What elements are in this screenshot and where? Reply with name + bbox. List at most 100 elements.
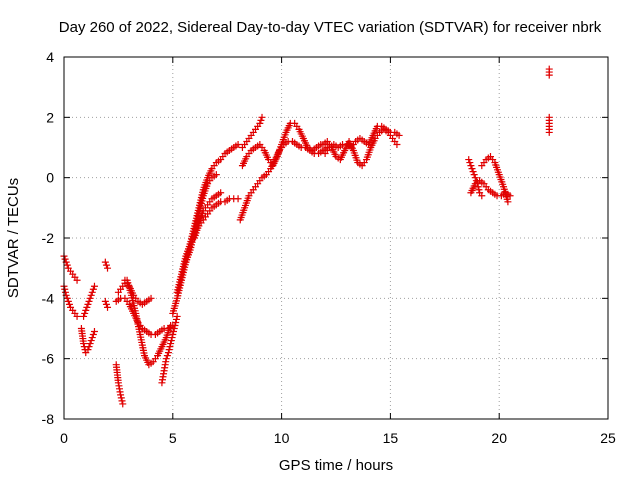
series-arc-1 — [60, 252, 81, 284]
data-points — [60, 65, 553, 408]
data-point — [88, 288, 96, 296]
data-point — [258, 113, 266, 121]
series-arc-7 — [112, 361, 127, 408]
data-point-fill — [172, 318, 180, 326]
series-arc-24 — [545, 65, 553, 79]
plot-frame — [63, 56, 609, 420]
series-arc-10 — [121, 276, 155, 308]
series-arc-6 — [101, 297, 112, 311]
data-point — [171, 321, 179, 329]
data-point-fill — [83, 303, 91, 311]
series-arc-20 — [321, 122, 403, 158]
data-point-fill — [167, 337, 175, 345]
series-arc-25 — [545, 113, 553, 136]
data-point-fill — [89, 331, 97, 339]
y-tick-labels: -8 -6 -4 -2 0 2 4 — [42, 49, 55, 427]
series-arc-4 — [80, 282, 98, 320]
y-axis-label: SDTVAR / TECUs — [5, 178, 22, 298]
data-point-fill — [170, 325, 178, 332]
data-point — [478, 192, 486, 200]
data-point-fill — [85, 343, 93, 351]
series-arc-17 — [238, 113, 266, 151]
data-point — [467, 162, 475, 170]
data-point-fill — [117, 394, 125, 402]
data-point-fill — [61, 285, 69, 293]
data-point-fill — [81, 309, 89, 317]
data-point-fill — [172, 315, 180, 323]
y-tick-label: -2 — [42, 230, 55, 246]
x-axis-label: GPS time / hours — [279, 457, 393, 474]
data-point — [104, 303, 112, 311]
data-point — [119, 400, 127, 408]
data-point-fill — [61, 255, 69, 263]
data-point-fill — [168, 334, 176, 342]
data-point-fill — [87, 291, 95, 299]
y-tick-label: -4 — [42, 290, 55, 306]
data-point-fill — [468, 165, 476, 173]
series-arc-21 — [465, 156, 486, 200]
data-point-fill — [466, 159, 474, 167]
data-point-fill — [61, 288, 69, 296]
data-point — [90, 328, 98, 336]
data-point — [86, 340, 94, 348]
data-point — [80, 340, 88, 348]
data-point — [234, 140, 242, 148]
data-point — [86, 294, 94, 302]
data-point — [147, 294, 155, 302]
data-point — [90, 282, 98, 290]
data-point — [217, 189, 225, 197]
data-point-fill — [65, 300, 73, 308]
y-tick-label: 2 — [46, 109, 54, 125]
series-arc-11 — [158, 312, 181, 387]
data-point — [80, 312, 88, 320]
series-arc-18 — [238, 119, 325, 170]
data-point-fill — [470, 171, 478, 179]
series-arc-19 — [319, 125, 401, 170]
data-point — [465, 156, 473, 164]
data-point — [117, 391, 125, 399]
data-point-fill — [102, 300, 110, 308]
x-tick-label: 15 — [383, 430, 399, 446]
series-arc-3 — [77, 325, 98, 357]
data-point-fill — [118, 397, 126, 405]
data-point — [173, 312, 181, 320]
data-point — [506, 192, 514, 200]
data-point-fill — [85, 297, 93, 305]
data-point-fill — [257, 116, 265, 124]
x-tick-label: 20 — [491, 430, 507, 446]
series-arc-15 — [191, 189, 225, 242]
data-point — [395, 131, 403, 139]
data-point — [73, 312, 81, 320]
x-tick-label: 25 — [600, 430, 616, 446]
data-point — [73, 276, 81, 284]
series-arc-23 — [478, 153, 512, 206]
data-point — [82, 306, 90, 314]
data-point-fill — [89, 285, 97, 293]
y-tick-label: 4 — [46, 49, 54, 65]
data-point — [256, 119, 264, 127]
data-point-fill — [102, 261, 110, 269]
chart-title: Day 260 of 2022, Sidereal Day-to-day VTE… — [59, 19, 602, 36]
data-point — [88, 334, 96, 342]
data-point-fill — [63, 294, 71, 302]
data-point — [64, 297, 72, 305]
data-point — [234, 195, 242, 203]
x-tick-label: 5 — [169, 430, 177, 446]
data-point — [104, 264, 112, 272]
data-point — [393, 140, 401, 148]
data-point — [101, 258, 109, 266]
x-tick-label: 0 — [60, 430, 68, 446]
data-point-fill — [165, 346, 173, 354]
data-point-fill — [163, 352, 171, 360]
series-arc-12 — [169, 140, 242, 317]
data-point-fill — [87, 337, 95, 345]
data-point-fill — [166, 343, 174, 351]
data-point — [101, 297, 109, 305]
y-tick-label: -6 — [42, 351, 55, 367]
series-arc-9 — [114, 276, 175, 369]
x-tick-labels: 0 5 10 15 20 25 — [60, 430, 616, 446]
data-point-fill — [170, 328, 178, 336]
series-arc-14 — [182, 171, 220, 266]
data-point — [162, 355, 170, 363]
data-point — [469, 168, 477, 176]
